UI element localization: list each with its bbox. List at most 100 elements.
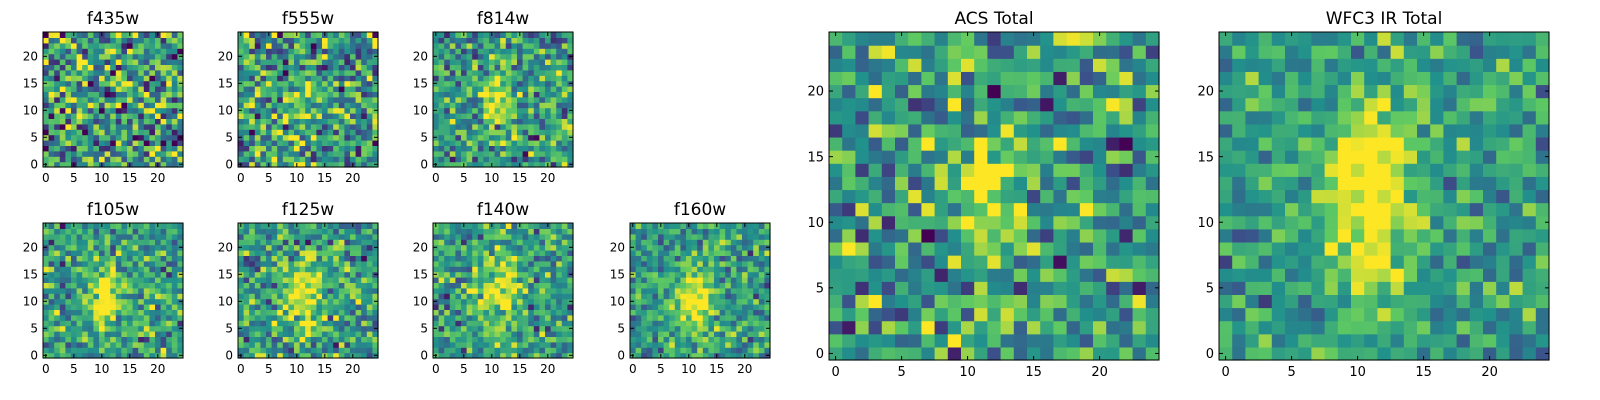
heatmap-cell xyxy=(753,255,760,262)
heatmap-cell xyxy=(87,282,94,289)
heatmap-cell xyxy=(166,352,173,359)
heatmap-cell xyxy=(753,325,760,332)
axes-frame xyxy=(629,222,771,359)
heatmap-cell xyxy=(461,80,468,87)
heatmap-cell xyxy=(260,129,267,136)
heatmap-cell xyxy=(104,309,111,316)
heatmap-cell xyxy=(477,64,484,71)
heatmap-cell xyxy=(658,228,665,235)
heatmap-cell xyxy=(742,250,749,256)
heatmap-cell xyxy=(719,239,726,246)
heatmap-cell xyxy=(556,309,563,316)
heatmap-cell xyxy=(539,118,546,125)
heatmap-cell xyxy=(652,325,659,332)
heatmap-cell xyxy=(338,91,345,98)
heatmap-cell xyxy=(355,37,362,44)
heatmap-cell xyxy=(842,202,856,217)
heatmap-cell xyxy=(433,228,440,235)
heatmap-cell xyxy=(500,102,507,109)
heatmap-cell xyxy=(702,325,709,332)
heatmap-cell xyxy=(65,293,72,300)
heatmap-cell xyxy=(528,107,535,114)
heatmap-cell xyxy=(59,42,66,49)
heatmap-cell xyxy=(561,32,568,38)
heatmap-cell xyxy=(254,107,261,114)
heatmap-cell xyxy=(461,255,468,262)
heatmap-cell xyxy=(305,129,312,136)
heatmap-cell xyxy=(533,239,540,246)
heatmap-cell xyxy=(132,161,139,168)
heatmap-cell xyxy=(294,271,301,278)
heatmap-cell xyxy=(483,48,490,55)
heatmap-cell xyxy=(76,271,83,278)
heatmap-cell xyxy=(680,331,687,337)
x-tick-label: 0 xyxy=(629,362,637,376)
heatmap-cell xyxy=(121,53,128,60)
heatmap-cell xyxy=(686,250,693,256)
heatmap-cell xyxy=(132,320,139,327)
heatmap-cell xyxy=(344,287,351,294)
heatmap-cell xyxy=(444,42,451,49)
heatmap-cell xyxy=(736,271,743,278)
heatmap-cell xyxy=(344,156,351,163)
heatmap-cell xyxy=(277,352,284,359)
heatmap-cell xyxy=(641,314,648,321)
heatmap-cell xyxy=(338,69,345,76)
heatmap-cell xyxy=(489,156,496,163)
heatmap-cell xyxy=(294,123,301,130)
heatmap-cell xyxy=(138,59,145,65)
heatmap-cell xyxy=(646,347,653,354)
heatmap-cell xyxy=(59,314,66,321)
heatmap-cell xyxy=(271,244,278,251)
heatmap-cell xyxy=(355,150,362,157)
heatmap-cell xyxy=(663,277,670,283)
heatmap-cell xyxy=(327,123,334,130)
heatmap-cell xyxy=(545,244,552,251)
heatmap-cell xyxy=(567,255,574,262)
heatmap-cell xyxy=(855,228,870,243)
heatmap-cell xyxy=(674,336,681,343)
heatmap-cell xyxy=(76,123,83,130)
heatmap-cell xyxy=(686,331,693,337)
heatmap-cell xyxy=(166,293,173,300)
heatmap-cell xyxy=(65,282,72,289)
heatmap-cell xyxy=(881,281,896,295)
heatmap-cell xyxy=(54,134,61,141)
heatmap-cell xyxy=(556,233,563,240)
heatmap-cell xyxy=(327,331,334,337)
heatmap-cell xyxy=(736,314,743,321)
heatmap-cell xyxy=(658,255,665,262)
heatmap-cell xyxy=(528,287,535,294)
heatmap-cell xyxy=(294,347,301,354)
heatmap-cell xyxy=(344,86,351,92)
heatmap-cell xyxy=(76,48,83,55)
heatmap-cell xyxy=(669,244,676,251)
heatmap-cell xyxy=(132,298,139,305)
heatmap-cell xyxy=(243,266,250,273)
heatmap-cell xyxy=(641,320,648,327)
heatmap-cell xyxy=(266,304,273,310)
heatmap-cell xyxy=(987,215,1002,230)
heatmap-cell xyxy=(1079,215,1094,230)
heatmap-cell xyxy=(528,260,535,267)
heatmap-cell xyxy=(567,223,574,229)
heatmap-cell xyxy=(310,150,317,157)
heatmap-cell xyxy=(545,336,552,343)
heatmap-cell xyxy=(511,80,518,87)
heatmap-cell xyxy=(138,150,145,157)
heatmap-cell xyxy=(505,320,512,327)
heatmap-cell xyxy=(736,320,743,327)
heatmap-cell xyxy=(299,266,306,273)
heatmap-cell xyxy=(719,336,726,343)
heatmap-cell xyxy=(686,325,693,332)
heatmap-cell xyxy=(149,233,156,240)
heatmap-cell xyxy=(725,293,732,300)
heatmap-cell xyxy=(730,271,737,278)
heatmap-cell xyxy=(455,228,462,235)
heatmap-cell xyxy=(466,118,473,125)
heatmap-cell xyxy=(438,75,445,82)
heatmap-cell xyxy=(764,293,771,300)
heatmap-cell xyxy=(438,53,445,60)
heatmap-cell xyxy=(489,304,496,310)
heatmap-cell xyxy=(483,223,490,229)
